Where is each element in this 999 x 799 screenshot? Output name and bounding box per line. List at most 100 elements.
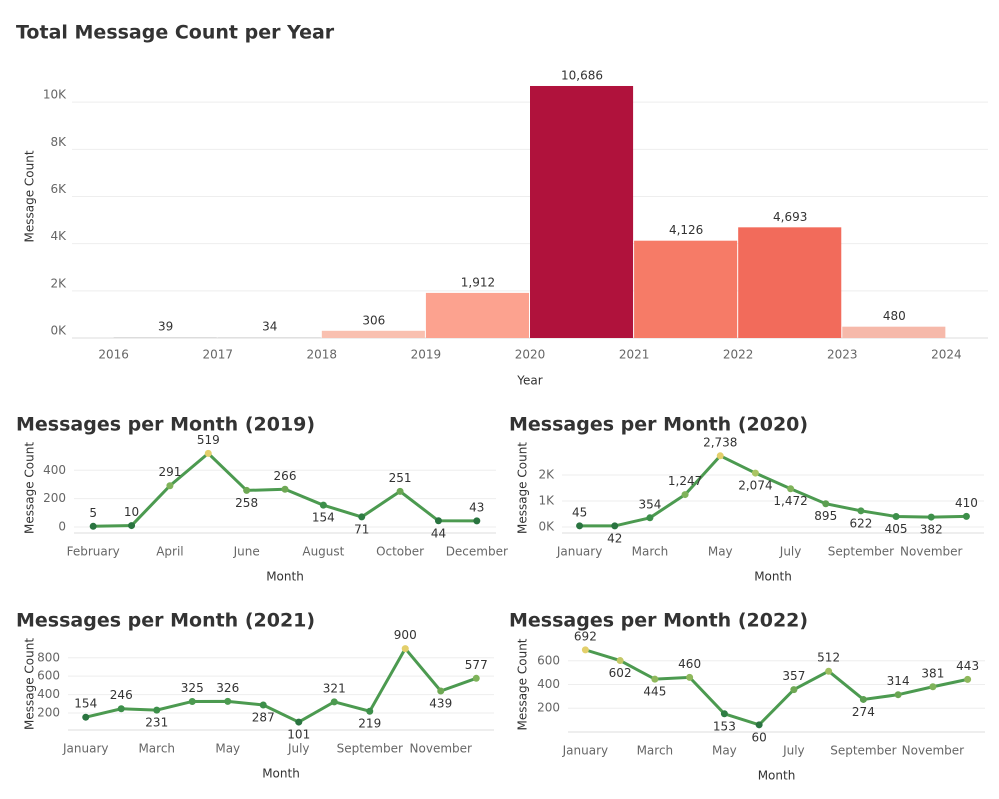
- x-axis-title: Month: [262, 767, 300, 781]
- value-label: 60: [751, 730, 766, 744]
- point: [89, 522, 97, 530]
- x-tick-label: 2020: [515, 348, 546, 362]
- x-axis-title: Month: [754, 570, 792, 584]
- value-label: 5: [89, 506, 97, 520]
- point: [894, 691, 902, 699]
- point: [755, 721, 763, 729]
- point: [330, 698, 338, 706]
- chart-title: Messages per Month (2020): [509, 414, 808, 436]
- x-tick-label: February: [67, 545, 120, 559]
- y-tick-label: 400: [37, 687, 60, 701]
- point: [611, 522, 619, 530]
- line: [584, 648, 968, 727]
- x-tick-label: March: [138, 742, 175, 756]
- point: [204, 449, 212, 457]
- x-tick-label: 2017: [202, 348, 233, 362]
- value-label: 4,693: [773, 210, 807, 224]
- value-label: 460: [678, 657, 701, 671]
- point: [927, 513, 935, 521]
- value-label: 10,686: [561, 68, 603, 82]
- value-label: 381: [921, 666, 944, 680]
- y-tick-label: 200: [43, 491, 66, 505]
- value-label: 692: [574, 629, 597, 643]
- y-tick-label: 2K: [50, 276, 67, 290]
- bar: [217, 337, 321, 339]
- point: [646, 514, 654, 522]
- y-tick-label: 400: [537, 677, 560, 691]
- point: [686, 673, 694, 681]
- point: [259, 701, 267, 709]
- x-tick-label: January: [556, 545, 603, 559]
- value-label: 266: [274, 469, 297, 483]
- point: [188, 697, 196, 705]
- value-label: 246: [110, 688, 133, 702]
- x-tick-label: December: [446, 545, 508, 559]
- point: [153, 706, 161, 714]
- value-label: 291: [158, 465, 181, 479]
- value-label: 251: [389, 471, 412, 485]
- value-label: 306: [362, 313, 385, 327]
- point: [128, 522, 136, 530]
- point: [82, 713, 90, 721]
- point: [281, 485, 289, 493]
- x-tick-label: November: [410, 742, 472, 756]
- point: [576, 522, 584, 530]
- point: [117, 705, 125, 713]
- point: [929, 683, 937, 691]
- value-label: 258: [235, 496, 258, 510]
- value-label: 325: [181, 681, 204, 695]
- bar: [842, 326, 946, 338]
- point: [473, 517, 481, 525]
- y-tick-label: 10K: [43, 88, 67, 102]
- y-tick-label: 0: [58, 520, 66, 534]
- y-tick-label: 6K: [50, 182, 67, 196]
- x-tick-label: January: [562, 744, 609, 758]
- value-label: 439: [429, 696, 452, 710]
- chart-title: Messages per Month (2021): [16, 610, 315, 632]
- value-label: 2,074: [738, 479, 772, 493]
- x-tick-label: 2016: [98, 348, 129, 362]
- value-label: 4,126: [669, 223, 703, 237]
- value-label: 34: [262, 320, 277, 334]
- x-tick-label: 2023: [827, 348, 858, 362]
- x-tick-label: 2018: [307, 348, 338, 362]
- value-label: 354: [638, 497, 661, 511]
- y-axis-title: Message Count: [23, 150, 37, 242]
- bar: [530, 85, 634, 339]
- value-label: 314: [887, 674, 910, 688]
- value-label: 154: [74, 697, 97, 711]
- value-label: 900: [394, 628, 417, 642]
- value-label: 44: [431, 526, 446, 540]
- point: [437, 687, 445, 695]
- point: [825, 667, 833, 675]
- bar: [321, 330, 425, 338]
- x-tick-label: January: [62, 742, 109, 756]
- point: [358, 513, 366, 521]
- x-tick-label: August: [302, 545, 344, 559]
- point: [822, 500, 830, 508]
- y-tick-label: 2K: [538, 468, 555, 482]
- y-tick-label: 8K: [50, 135, 67, 149]
- bar: [634, 240, 738, 338]
- point: [892, 512, 900, 520]
- value-label: 287: [252, 710, 275, 724]
- value-label: 2,738: [703, 435, 737, 449]
- value-label: 480: [883, 309, 906, 323]
- value-label: 153: [713, 719, 736, 733]
- point: [319, 501, 327, 509]
- y-tick-label: 600: [537, 653, 560, 667]
- x-tick-label: 2022: [723, 348, 754, 362]
- point: [790, 686, 798, 694]
- x-tick-label: April: [156, 545, 183, 559]
- point: [962, 512, 970, 520]
- y-tick-label: 400: [43, 463, 66, 477]
- value-label: 382: [920, 523, 943, 537]
- y-tick-label: 4K: [50, 229, 67, 243]
- y-tick-label: 200: [537, 701, 560, 715]
- point: [651, 675, 659, 683]
- point: [787, 485, 795, 493]
- x-tick-label: July: [779, 545, 802, 559]
- point: [859, 695, 867, 703]
- value-label: 219: [358, 717, 381, 731]
- point: [243, 486, 251, 494]
